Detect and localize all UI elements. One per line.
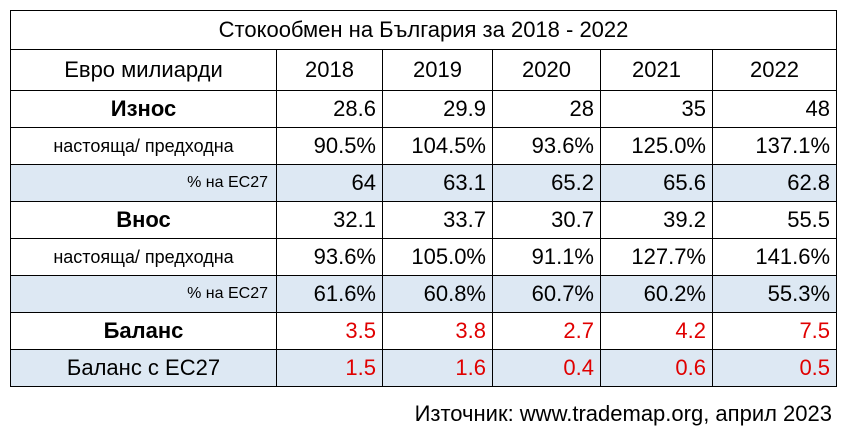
value-cell: 33.7 [382, 201, 493, 239]
value-cell: 105.0% [382, 238, 493, 276]
header-row: Евро милиарди 2018 2019 2020 2021 2022 [10, 49, 838, 91]
value-cell: 93.6% [492, 127, 601, 165]
year-header: 2018 [276, 49, 383, 91]
value-cell: 65.2 [492, 164, 601, 202]
source-note: Източник: www.trademap.org, април 2023 [414, 401, 832, 426]
value-cell: 28 [492, 90, 601, 128]
value-cell: 35 [600, 90, 713, 128]
value-cell: 137.1% [711, 127, 838, 165]
value-cell: 127.7% [600, 238, 713, 276]
value-cell: 0.5 [711, 349, 838, 387]
data-row: Износ 28.6 29.9 28 35 48 [10, 90, 838, 128]
row-label: настояща/ предходна [10, 127, 277, 165]
row-label: настояща/ предходна [10, 238, 277, 276]
value-cell: 61.6% [276, 275, 383, 313]
data-row: % на ЕС27 64 63.1 65.2 65.6 62.8 [10, 164, 838, 202]
row-label: % на ЕС27 [10, 164, 277, 202]
value-cell: 2.7 [492, 312, 601, 350]
value-cell: 62.8 [711, 164, 838, 202]
row-label: % на ЕС27 [10, 275, 277, 313]
value-cell: 28.6 [276, 90, 383, 128]
value-cell: 3.5 [276, 312, 383, 350]
value-cell: 48 [711, 90, 838, 128]
value-cell: 3.8 [382, 312, 493, 350]
unit-header: Евро милиарди [10, 49, 277, 91]
trade-table: Стокообмен на България за 2018 - 2022 Ев… [9, 10, 838, 387]
value-cell: 1.5 [276, 349, 383, 387]
table-title: Стокообмен на България за 2018 - 2022 [9, 10, 838, 50]
year-header: 2020 [492, 49, 601, 91]
value-cell: 55.5 [711, 201, 838, 239]
value-cell: 55.3% [711, 275, 838, 313]
data-row: Баланс 3.5 3.8 2.7 4.2 7.5 [10, 312, 838, 350]
data-row: настояща/ предходна 90.5% 104.5% 93.6% 125.0… [10, 127, 838, 165]
value-cell: 64 [276, 164, 383, 202]
value-cell: 65.6 [600, 164, 713, 202]
value-cell: 60.2% [600, 275, 713, 313]
value-cell: 4.2 [600, 312, 713, 350]
value-cell: 63.1 [382, 164, 493, 202]
data-row: Внос 32.1 33.7 30.7 39.2 55.5 [10, 201, 838, 239]
value-cell: 39.2 [600, 201, 713, 239]
value-cell: 90.5% [276, 127, 383, 165]
year-header: 2021 [600, 49, 713, 91]
value-cell: 60.8% [382, 275, 493, 313]
value-cell: 0.4 [492, 349, 601, 387]
value-cell: 91.1% [492, 238, 601, 276]
year-header: 2019 [382, 49, 493, 91]
value-cell: 93.6% [276, 238, 383, 276]
value-cell: 60.7% [492, 275, 601, 313]
data-row: % на ЕС27 61.6% 60.8% 60.7% 60.2% 55.3% [10, 275, 838, 313]
data-row: Баланс с ЕС27 1.5 1.6 0.4 0.6 0.5 [10, 349, 838, 387]
value-cell: 104.5% [382, 127, 493, 165]
data-row: настояща/ предходна 93.6% 105.0% 91.1% 127.7… [10, 238, 838, 276]
value-cell: 30.7 [492, 201, 601, 239]
row-label: Баланс с ЕС27 [10, 349, 277, 387]
row-label: Баланс [10, 312, 277, 350]
value-cell: 7.5 [711, 312, 838, 350]
table-body: Стокообмен на България за 2018 - 2022 Ев… [9, 10, 838, 387]
value-cell: 32.1 [276, 201, 383, 239]
value-cell: 125.0% [600, 127, 713, 165]
title-row: Стокообмен на България за 2018 - 2022 [9, 10, 838, 50]
year-header: 2022 [711, 49, 838, 91]
value-cell: 29.9 [382, 90, 493, 128]
row-label: Внос [10, 201, 277, 239]
value-cell: 141.6% [711, 238, 838, 276]
value-cell: 1.6 [382, 349, 493, 387]
row-label: Износ [10, 90, 277, 128]
value-cell: 0.6 [600, 349, 713, 387]
